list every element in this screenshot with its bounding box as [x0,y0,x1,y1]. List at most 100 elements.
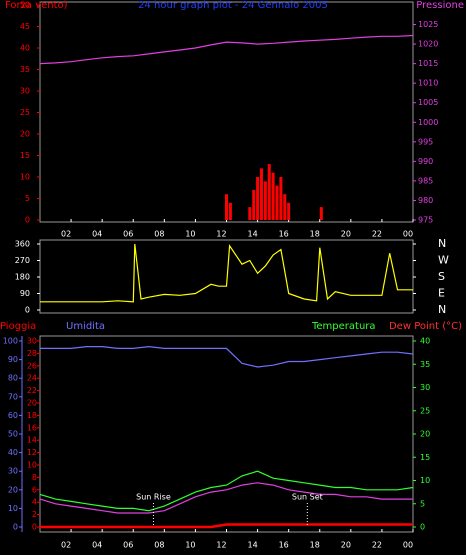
y-tick-label: 30 [27,337,37,346]
y-tick-label: 90 [8,355,18,364]
bar [275,185,279,220]
series-label: Pioggia [0,321,36,332]
chart-title: 24 hour graph plot - 24 Gennaio 2005 [138,0,328,11]
y-tick-label: 18 [27,411,37,420]
bar [248,207,252,220]
y-tick-label: N [438,237,446,250]
y-tick-label: 975 [418,216,433,225]
y-tick-label: 1010 [418,79,438,88]
x-tick-label: 16 [279,541,289,550]
series-line [40,523,413,529]
y-tick-label: 70 [8,392,18,401]
y-tick-label: 35 [20,65,30,74]
annotation: Sun Set [292,493,323,502]
y-tick-label: 30 [420,383,430,392]
y-tick-label: 0 [25,306,30,315]
y-tick-label: 2 [32,510,37,519]
x-tick-label: 10 [185,230,195,239]
bar [256,177,260,220]
bar [252,189,256,220]
series-label: Pressione [416,0,464,11]
y-tick-label: E [438,287,445,300]
series-label: Forza vento) [5,0,68,11]
x-tick-label: 18 [310,230,320,239]
y-tick-label: 15 [420,453,430,462]
x-tick-label: 04 [92,541,102,550]
x-tick-label: 12 [216,230,226,239]
bar [225,194,228,220]
y-tick-label: 50 [20,1,30,10]
y-tick-label: 0 [13,523,18,532]
series-label: Dew Point (°C) [389,321,462,332]
x-tick-label: 22 [372,230,382,239]
x-tick-label: 20 [341,230,351,239]
panel-frame [39,335,414,533]
y-tick-label: 25 [20,108,30,117]
y-tick-label: 60 [8,411,18,420]
bar [279,177,283,220]
series-line [39,34,414,65]
y-tick-label: 1005 [418,98,438,107]
y-tick-label: 16 [27,423,37,432]
annotation: Sun Rise [136,493,171,502]
series-line [40,345,414,368]
x-tick-label: 10 [185,541,195,550]
y-tick-label: 5 [420,499,425,508]
y-tick-label: 40 [20,44,30,53]
y-tick-label: 1020 [418,40,438,49]
series-line [39,482,413,514]
y-tick-label: 25 [420,406,430,415]
y-tick-label: 1015 [418,59,438,68]
x-tick-label: 02 [61,541,71,550]
y-tick-label: 990 [418,157,433,166]
x-tick-label: 22 [372,541,382,550]
series-label: Temperatura [311,321,376,332]
x-tick-label: 20 [341,541,351,550]
y-tick-label: 20 [20,130,30,139]
y-tick-label: 180 [15,273,30,282]
y-tick-label: 270 [15,256,30,265]
y-tick-label: 20 [8,485,18,494]
y-tick-label: 985 [418,176,433,185]
x-tick-label: 08 [154,541,164,550]
x-tick-label: 08 [154,230,164,239]
series-line [39,470,414,512]
y-tick-label: 35 [420,360,430,369]
y-tick-label: 45 [20,22,30,31]
x-tick-label: 14 [247,541,257,550]
x-tick-label: 02 [61,230,71,239]
y-tick-label: 20 [420,430,430,439]
bar [263,181,267,220]
y-tick-label: 100 [3,337,18,346]
y-tick-label: 30 [8,467,18,476]
y-tick-label: 0 [420,523,425,532]
y-tick-label: 10 [8,504,18,513]
series-line [40,243,413,303]
y-tick-label: 40 [420,337,430,346]
y-tick-label: W [438,254,449,267]
y-tick-label: 6 [32,485,37,494]
y-tick-label: 28 [27,349,37,358]
y-tick-label: 980 [418,196,433,205]
bar [319,207,323,220]
y-tick-label: 0 [32,523,37,532]
y-tick-label: 5 [25,194,30,203]
y-tick-label: 90 [20,289,30,298]
y-tick-label: 12 [27,448,37,457]
x-tick-label: 06 [123,541,133,550]
bar [259,168,263,220]
y-tick-label: 10 [20,173,30,182]
x-tick-label: 16 [279,230,289,239]
x-tick-label: 12 [216,541,226,550]
bar [267,164,271,220]
y-tick-label: 360 [15,240,30,249]
y-tick-label: 26 [27,361,37,370]
y-tick-label: 22 [27,386,37,395]
y-tick-label: S [438,270,445,283]
y-tick-label: 50 [8,430,18,439]
y-tick-label: N [438,303,446,316]
y-tick-label: 1000 [418,118,438,127]
bar [271,172,275,220]
y-tick-label: 8 [32,473,37,482]
